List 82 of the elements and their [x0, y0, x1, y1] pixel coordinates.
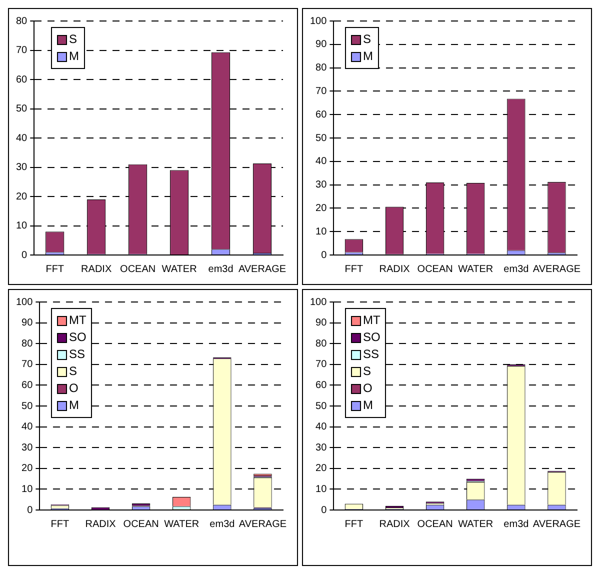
x-tick-label: RADIX — [81, 264, 112, 275]
y-tick-label: 100 — [310, 16, 328, 27]
x-tick-label: AVERAGE — [532, 264, 581, 275]
x-tick-label: AVERAGE — [238, 264, 286, 275]
legend-label: SO — [69, 329, 86, 346]
legend-label: MT — [363, 312, 380, 329]
legend-label: S — [69, 363, 78, 380]
y-tick-label: 0 — [321, 504, 328, 516]
legend-label: SS — [69, 346, 86, 363]
y-tick-label: 0 — [321, 250, 328, 261]
y-tick-label: 50 — [316, 132, 328, 144]
y-tick-label: 20 — [316, 463, 328, 474]
legend-label: MT — [69, 312, 86, 329]
y-tick-label: 20 — [316, 202, 328, 214]
y-tick-label: 100 — [310, 296, 328, 308]
y-tick-label: 60 — [316, 109, 328, 120]
y-tick-label: 20 — [22, 463, 34, 474]
legend-label: S — [69, 31, 78, 48]
x-tick-label: em3d — [504, 518, 529, 530]
x-tick-label: WATER — [164, 518, 200, 530]
y-tick-label: 80 — [316, 62, 328, 74]
x-tick-label: em3d — [210, 518, 235, 530]
y-tick-label: 80 — [16, 16, 28, 27]
x-tick-label: RADIX — [379, 518, 410, 530]
y-tick-label: 20 — [16, 191, 28, 202]
y-tick-label: 30 — [22, 442, 34, 454]
x-tick-label: OCEAN — [123, 518, 159, 530]
x-tick-label: FFT — [50, 518, 70, 530]
y-tick-label: 40 — [316, 422, 328, 433]
y-tick-label: 40 — [16, 132, 28, 144]
y-tick-label: 70 — [316, 86, 328, 97]
y-tick-label: 90 — [316, 318, 328, 329]
y-tick-label: 90 — [22, 318, 34, 329]
y-tick-label: 50 — [316, 400, 328, 412]
x-tick-label: RADIX — [379, 264, 410, 275]
y-tick-label: 50 — [22, 400, 34, 412]
y-tick-label: 80 — [22, 338, 34, 350]
legend-label: M — [69, 48, 79, 65]
legend-label: S — [363, 31, 372, 48]
y-tick-label: 30 — [316, 442, 328, 454]
y-tick-label: 0 — [27, 504, 34, 516]
x-tick-label: WATER — [458, 264, 494, 275]
x-tick-label: AVERAGE — [532, 518, 581, 530]
y-tick-label: 70 — [316, 359, 328, 370]
y-tick-label: 70 — [22, 359, 34, 370]
y-tick-label: 10 — [316, 226, 328, 238]
x-tick-label: em3d — [208, 264, 234, 275]
x-tick-label: RADIX — [85, 518, 116, 530]
y-tick-label: 10 — [16, 220, 28, 232]
y-tick-label: 50 — [16, 104, 28, 114]
y-tick-label: 40 — [22, 422, 34, 433]
legend-label: M — [363, 48, 373, 65]
y-tick-label: 30 — [16, 162, 28, 173]
x-tick-label: WATER — [162, 264, 197, 275]
y-tick-label: 90 — [316, 39, 328, 50]
y-tick-label: 80 — [316, 338, 328, 350]
y-tick-label: 60 — [316, 380, 328, 391]
y-tick-label: 60 — [22, 380, 34, 391]
legend-label: O — [363, 380, 372, 397]
legend-label: S — [363, 363, 372, 380]
x-tick-label: em3d — [504, 264, 529, 275]
y-tick-label: 100 — [16, 296, 34, 308]
x-tick-label: WATER — [458, 518, 494, 530]
y-tick-label: 0 — [22, 250, 28, 261]
legend-label: M — [363, 397, 373, 414]
x-tick-label: FFT — [46, 264, 64, 275]
y-tick-label: 30 — [316, 180, 328, 191]
legend-label: SO — [363, 329, 380, 346]
x-tick-label: AVERAGE — [238, 518, 287, 530]
y-tick-label: 60 — [16, 74, 28, 86]
y-tick-label: 70 — [16, 45, 28, 56]
legend-label: M — [69, 397, 79, 414]
y-tick-label: 10 — [22, 484, 34, 495]
x-tick-label: FFT — [344, 518, 364, 530]
y-tick-label: 10 — [316, 484, 328, 495]
y-tick-label: 40 — [316, 156, 328, 168]
x-tick-label: OCEAN — [120, 264, 156, 275]
legend-label: SS — [363, 346, 380, 363]
x-tick-label: FFT — [344, 264, 364, 275]
x-tick-label: OCEAN — [417, 518, 453, 530]
x-tick-label: OCEAN — [417, 264, 453, 275]
legend-label: O — [69, 380, 78, 397]
